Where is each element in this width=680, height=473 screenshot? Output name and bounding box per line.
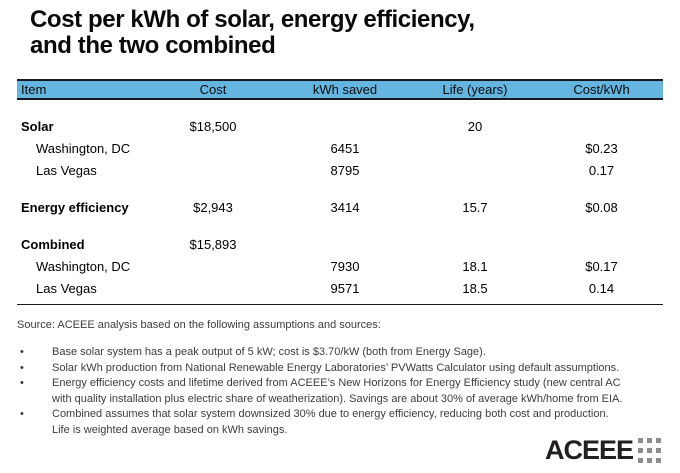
table-row: Energy efficiency $2,943 3414 15.7 $0.08 bbox=[17, 196, 663, 218]
table-cell: 18.1 bbox=[462, 258, 488, 274]
table-cell: Washington, DC bbox=[36, 140, 131, 156]
assumption-text: Base solar system has a peak output of 5… bbox=[52, 346, 486, 358]
assumption-list: • Base solar system has a peak output of … bbox=[17, 345, 672, 438]
table-cell: 0.14 bbox=[588, 280, 615, 296]
assumption-item: • Solar kWh production from National Rene… bbox=[17, 361, 672, 377]
assumption-item: • Combined assumes that solar system down… bbox=[17, 407, 672, 438]
logo-dot bbox=[638, 458, 643, 463]
table-cell: Energy efficiency bbox=[21, 199, 129, 215]
logo-dot bbox=[647, 448, 652, 453]
table-cell: Las Vegas bbox=[36, 162, 97, 178]
logo-dot bbox=[656, 458, 661, 463]
table-body: Solar $18,500 20 Washington, DC 6451 $0.23 Las… bbox=[17, 115, 663, 305]
table-row: Solar $18,500 20 bbox=[17, 115, 663, 137]
assumption-text: Energy efficiency costs and lifetime der… bbox=[52, 377, 623, 405]
aceee-logo-wordmark: ACEEE bbox=[544, 435, 634, 465]
logo-dot bbox=[647, 458, 652, 463]
source-block: Source: ACEEE analysis based on the foll… bbox=[17, 318, 672, 438]
table-row: Combined $15,893 bbox=[17, 233, 663, 255]
logo-dot bbox=[647, 438, 652, 443]
logo-dot bbox=[656, 438, 661, 443]
table-cell: 0.17 bbox=[588, 162, 615, 178]
cost-table: Item Cost kWh saved Life (years) Cost/kWh So… bbox=[17, 79, 663, 305]
table-cell: Solar bbox=[21, 118, 54, 134]
table-cell: 3414 bbox=[330, 199, 360, 215]
table-cell: Combined bbox=[21, 236, 85, 252]
table-cell: 9571 bbox=[330, 280, 360, 296]
logo-dot bbox=[638, 438, 643, 443]
table-cell: $2,943 bbox=[193, 199, 233, 215]
table-header: Item Cost kWh saved Life (years) Cost/kWh bbox=[17, 79, 663, 100]
table-cell: 6451 bbox=[330, 140, 360, 156]
table-cell: 18.5 bbox=[462, 280, 488, 296]
table-cell: 8795 bbox=[330, 162, 360, 178]
column-header: Cost/kWh bbox=[573, 82, 630, 97]
bullet-icon: • bbox=[20, 346, 24, 358]
bullet-icon: • bbox=[20, 408, 24, 420]
assumption-text: Solar kWh production from National Renew… bbox=[52, 361, 620, 374]
column-header: kWh saved bbox=[312, 82, 378, 97]
table-cell: 7930 bbox=[330, 258, 360, 274]
logo-dot bbox=[656, 448, 661, 453]
table-cell: 20 bbox=[467, 118, 483, 134]
table-cell: Las Vegas bbox=[36, 280, 97, 296]
table-cell: $15,893 bbox=[189, 236, 237, 252]
column-header: Life (years) bbox=[442, 82, 508, 97]
table-cell: $0.23 bbox=[585, 140, 618, 156]
table-cell: $0.17 bbox=[585, 258, 618, 274]
table-row: Las Vegas 8795 0.17 bbox=[17, 159, 663, 181]
bullet-icon: • bbox=[20, 361, 24, 374]
table-cell: 15.7 bbox=[462, 199, 488, 215]
column-header: Cost bbox=[199, 82, 227, 97]
table-row: Las Vegas 9571 18.5 0.14 bbox=[17, 277, 663, 299]
source-intro: Source: ACEEE analysis based on the foll… bbox=[17, 319, 381, 331]
assumption-item: • Base solar system has a peak output of … bbox=[17, 345, 672, 361]
assumption-item: • Energy efficiency costs and lifetime de… bbox=[17, 376, 672, 407]
table-cell: $0.08 bbox=[585, 199, 618, 215]
table-row: Washington, DC 7930 18.1 $0.17 bbox=[17, 255, 663, 277]
assumption-text: Combined assumes that solar system downs… bbox=[52, 408, 609, 436]
bullet-icon: • bbox=[20, 377, 24, 389]
figure-title: Cost per kWh of solar, energy efficiency… bbox=[30, 6, 475, 59]
table-cell: Washington, DC bbox=[36, 258, 131, 274]
aceee-logo: ACEEE bbox=[545, 437, 661, 464]
logo-dot bbox=[638, 448, 643, 453]
table-cell: $18,500 bbox=[189, 118, 237, 134]
column-header: Item bbox=[21, 82, 47, 97]
logo-dot-grid-icon bbox=[638, 438, 661, 463]
table-row: Washington, DC 6451 $0.23 bbox=[17, 137, 663, 159]
